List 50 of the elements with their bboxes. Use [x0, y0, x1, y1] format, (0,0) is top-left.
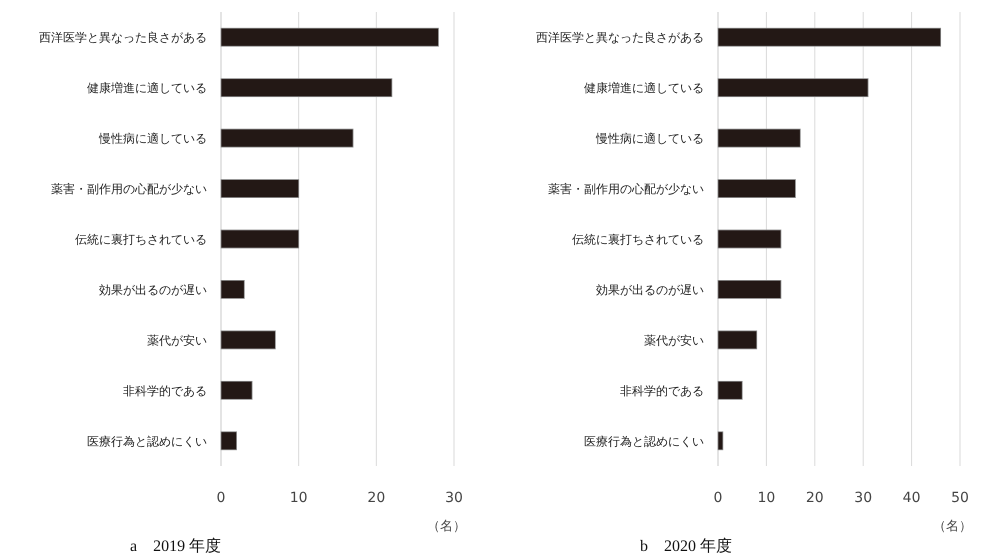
y-tick-label: 薬代が安い — [644, 333, 704, 348]
y-tick-label: 慢性病に適している — [98, 132, 207, 146]
x-tick-label: 10 — [290, 490, 308, 506]
bar — [220, 330, 276, 350]
bar — [220, 431, 237, 450]
bar — [220, 28, 439, 47]
y-tick-label: 西洋医学と異なった良さがある — [39, 30, 207, 45]
x-tick-label: 20 — [806, 490, 824, 506]
y-tick-label: 効果が出るのが遅い — [99, 282, 207, 297]
x-tick-label: 0 — [216, 490, 226, 506]
y-tick-label: 伝統に裏打ちされている — [572, 232, 704, 246]
x-axis-title: （名） — [427, 519, 466, 534]
bar — [220, 230, 300, 248]
y-tick-label: 伝統に裏打ちされている — [75, 232, 207, 246]
bar — [220, 179, 300, 198]
y-tick-label: 薬代が安い — [147, 333, 207, 348]
y-tick-label: 医療行為と認めにくい — [87, 434, 207, 448]
x-tick-label: 10 — [757, 490, 776, 506]
x-tick-label: 50 — [951, 490, 969, 506]
bar — [220, 280, 245, 299]
bar — [220, 380, 252, 400]
y-tick-label: 非科学的である — [123, 384, 207, 398]
y-tick-label: 薬害・副作用の心配が少ない — [51, 182, 207, 196]
bar — [220, 78, 392, 98]
x-axis-title: （名） — [933, 519, 972, 534]
text: b 2020 年度 — [640, 537, 732, 555]
bar — [718, 230, 782, 248]
bar — [718, 78, 868, 98]
bar — [718, 179, 796, 198]
y-tick-label: 薬害・副作用の心配が少ない — [548, 182, 704, 196]
y-tick-label: 医療行為と認めにくい — [584, 434, 704, 448]
x-tick-label: 30 — [854, 490, 872, 506]
bar — [718, 330, 758, 350]
bar — [718, 380, 743, 400]
bar — [220, 128, 354, 148]
bar — [718, 128, 801, 148]
x-tick-label: 30 — [445, 490, 463, 506]
y-tick-label: 効果が出るのが遅い — [596, 282, 704, 297]
bar — [718, 431, 724, 450]
bar — [718, 28, 942, 47]
x-tick-label: 20 — [367, 490, 386, 506]
bar — [718, 280, 782, 299]
y-tick-label: 西洋医学と異なった良さがある — [536, 30, 704, 45]
y-tick-label: 健康増進に適している — [87, 81, 207, 96]
x-tick-label: 0 — [714, 490, 722, 506]
y-tick-label: 慢性病に適している — [595, 132, 704, 146]
x-tick-label: 40 — [902, 490, 921, 506]
y-tick-label: 健康増進に適している — [584, 81, 704, 96]
y-tick-label: 非科学的である — [620, 384, 704, 398]
text: a 2019 年度 — [130, 537, 222, 555]
